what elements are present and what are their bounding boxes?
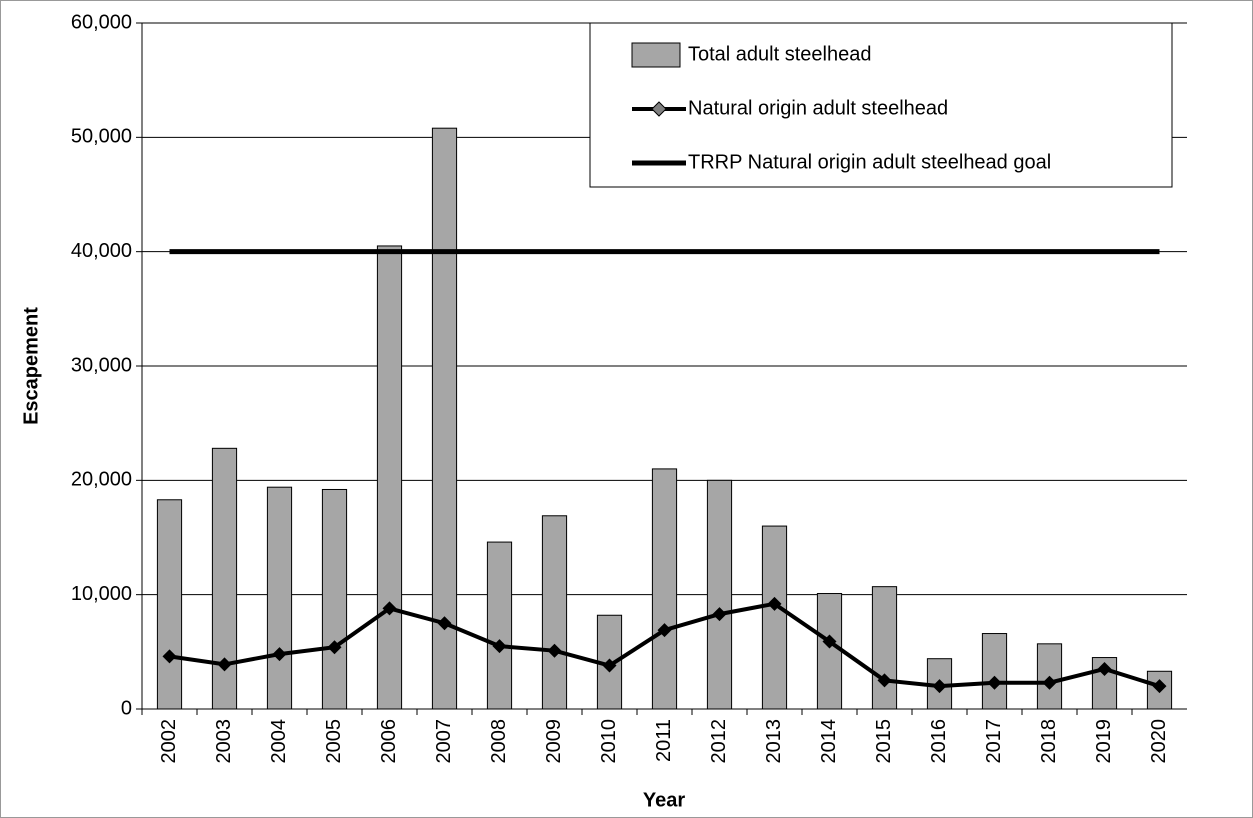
legend-label: Total adult steelhead (688, 43, 871, 65)
x-tick-label: 2019 (1093, 719, 1115, 764)
marker (437, 616, 452, 631)
x-tick-label: 2015 (873, 719, 895, 764)
x-tick-label: 2013 (763, 719, 785, 764)
x-tick-label: 2006 (378, 719, 400, 764)
y-tick-label: 30,000 (71, 354, 132, 376)
marker (547, 643, 562, 658)
marker (657, 623, 672, 638)
marker (877, 673, 892, 688)
x-tick-label: 2003 (213, 719, 235, 764)
y-tick-label: 10,000 (71, 583, 132, 605)
x-tick-label: 2018 (1038, 719, 1060, 764)
bar (871, 586, 898, 710)
marker (272, 647, 287, 662)
x-axis-title: Year (643, 789, 685, 811)
marker (162, 649, 177, 664)
x-tick-label: 2016 (928, 719, 950, 764)
x-tick-label: 2007 (433, 719, 455, 764)
y-tick-label: 0 (121, 697, 132, 719)
marker (767, 596, 782, 611)
bar (376, 245, 403, 710)
bar (1036, 643, 1063, 710)
bar (761, 525, 788, 710)
legend-label: TRRP Natural origin adult steelhead goal (688, 151, 1051, 173)
legend-marker (651, 101, 667, 117)
bar (541, 515, 568, 710)
marker (712, 607, 727, 622)
marker (327, 640, 342, 655)
x-tick-label: 2020 (1148, 719, 1170, 764)
x-tick-label: 2008 (488, 719, 510, 764)
bar (321, 488, 348, 710)
marker (492, 639, 507, 654)
marker (1097, 661, 1112, 676)
marker (1042, 675, 1057, 690)
y-tick-label: 60,000 (71, 11, 132, 33)
bar (706, 479, 733, 710)
y-axis-title: Escapement (20, 307, 42, 425)
marker (822, 634, 837, 649)
bar (266, 486, 293, 710)
x-tick-label: 2014 (818, 719, 840, 764)
bar (651, 468, 678, 710)
legend-label: Natural origin adult steelhead (688, 97, 948, 119)
marker (1152, 679, 1167, 694)
y-tick-label: 40,000 (71, 240, 132, 262)
x-tick-label: 2012 (708, 719, 730, 764)
legend-box (589, 22, 1173, 188)
x-tick-label: 2017 (983, 719, 1005, 764)
legend-swatch (631, 42, 681, 68)
x-tick-label: 2002 (158, 719, 180, 764)
x-tick-label: 2004 (268, 719, 290, 764)
bar (981, 633, 1008, 710)
x-tick-label: 2005 (323, 719, 345, 764)
marker (217, 657, 232, 672)
marker (602, 658, 617, 673)
x-tick-label: 2011 (653, 719, 675, 762)
bar (431, 127, 458, 710)
marker (987, 675, 1002, 690)
x-tick-label: 2009 (543, 719, 565, 764)
y-tick-label: 20,000 (71, 469, 132, 491)
y-tick-label: 50,000 (71, 126, 132, 148)
bar (156, 499, 183, 710)
marker (932, 679, 947, 694)
bar (816, 593, 843, 710)
marker (382, 601, 397, 616)
bar (486, 541, 513, 710)
x-tick-label: 2010 (598, 719, 620, 764)
